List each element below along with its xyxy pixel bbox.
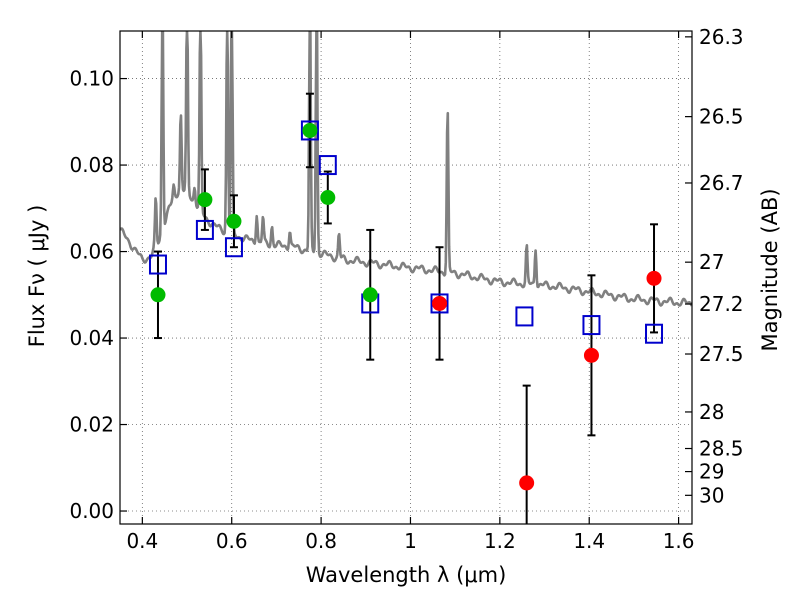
x-tick-label: 1.4 <box>573 529 605 553</box>
x-tick-label: 1 <box>404 529 417 553</box>
spectrum-layer <box>120 31 692 307</box>
observed-point-green <box>302 122 318 138</box>
y-tick-label-right: 28.5 <box>699 437 744 461</box>
y-tick-label-right: 27 <box>699 250 724 274</box>
observed-point-red <box>519 475 535 491</box>
observed-point-green <box>150 287 166 303</box>
plot-frame <box>119 30 693 525</box>
observed-point-red <box>432 295 448 311</box>
template-spectrum-line <box>120 31 692 307</box>
x-axis-label: Wavelength λ (μm) <box>306 563 507 587</box>
y-tick-label-left: 0.08 <box>69 153 114 177</box>
y-tick-label-right: 26.5 <box>699 105 744 129</box>
observed-point-red <box>583 347 599 363</box>
model-point-square <box>300 120 319 141</box>
y-tick-label-left: 0.00 <box>69 499 114 523</box>
y-tick-label-right: 26.3 <box>699 25 744 49</box>
x-tick-label: 0.4 <box>126 529 158 553</box>
y-axis-label-left: Flux Fν ( μJy ) <box>25 205 49 348</box>
y-tick-label-left: 0.02 <box>69 413 114 437</box>
y-tick-label-left: 0.06 <box>69 240 114 264</box>
model-point-square <box>318 155 337 176</box>
observed-point-red <box>646 270 662 286</box>
model-point-square <box>195 219 214 240</box>
grid-layer <box>120 31 692 524</box>
observed-point-green <box>226 213 242 229</box>
y-tick-label-right: 27.2 <box>699 292 744 316</box>
x-tick-label: 1.6 <box>663 529 695 553</box>
y-tick-label-left: 0.04 <box>69 326 114 350</box>
y-tick-label-right: 29 <box>699 460 724 484</box>
x-tick-label: 0.6 <box>216 529 248 553</box>
model-point-square <box>582 315 601 336</box>
model-point-square <box>148 254 167 275</box>
observed-point-green <box>320 189 336 205</box>
x-tick-label: 0.8 <box>305 529 337 553</box>
model-point-square <box>224 237 243 258</box>
x-tick-label: 1.2 <box>484 529 516 553</box>
model-point-square <box>515 306 534 327</box>
y-axis-label-right: Magnitude (AB) <box>758 188 782 351</box>
y-tick-label-right: 30 <box>699 483 724 507</box>
y-tick-label-right: 26.7 <box>699 171 744 195</box>
model-point-square <box>645 323 664 344</box>
axes-layer <box>119 30 693 525</box>
marker-layer <box>148 120 664 491</box>
tick-label-layer: 0.4 0.6 0.8 1 1.2 1.4 1.6 0.00 0.02 0.04 0.06 0.08 0… <box>69 25 743 553</box>
observed-point-green <box>197 192 213 208</box>
y-tick-label-left: 0.10 <box>69 67 114 91</box>
model-point-square <box>430 293 449 314</box>
y-tick-label-right: 27.5 <box>699 342 744 366</box>
observed-point-green <box>362 287 378 303</box>
y-tick-label-right: 28 <box>699 400 724 424</box>
